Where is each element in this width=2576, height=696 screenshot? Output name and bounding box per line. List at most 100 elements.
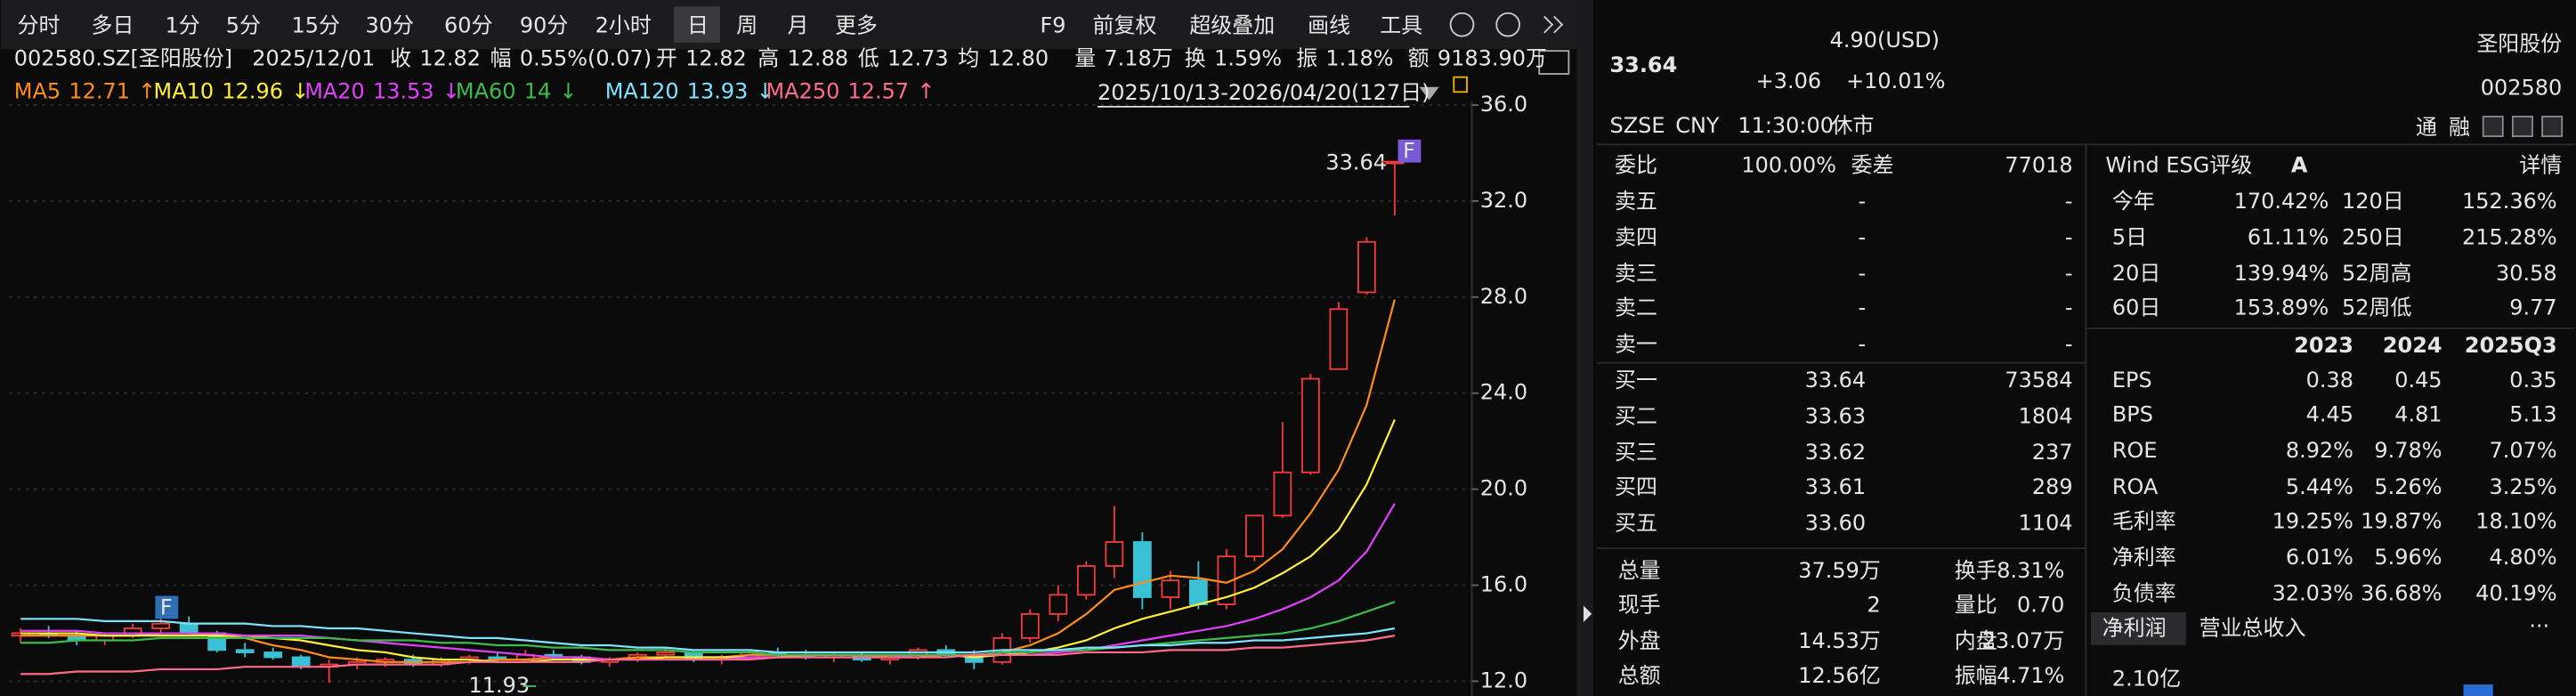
ob-level: 买二 [1615,403,1657,428]
candle-body [1105,541,1124,567]
detail-link[interactable]: 详情 [2519,152,2562,177]
stat-label: 振幅 [1955,663,1997,688]
period-button[interactable]: 15分 [291,13,339,38]
fin-value: 32.03% [2272,581,2353,606]
tool-button[interactable]: 超级叠加 [1189,13,1275,38]
mini-bar [2463,684,2493,696]
expand-icon[interactable] [1543,15,1564,34]
stat-label: 总量 [1618,558,1661,583]
ob-price: - [1859,224,1867,249]
fin-value: 5.13 [2509,402,2556,427]
period-button[interactable]: 5分 [226,13,261,38]
ma-legend-part: MA5 [14,78,61,103]
period-button[interactable]: 多日 [91,13,134,38]
fin-value: 6.01% [2286,545,2353,570]
esg-rating: A [2291,152,2308,177]
fin-value: 19.25% [2272,509,2353,534]
ma-legend-part: 14 [524,78,552,103]
fin-value: 0.45 [2394,368,2442,393]
fin-label: BPS [2112,402,2153,427]
stat-value: 8.31% [1997,558,2064,583]
period-button[interactable]: 60分 [444,13,492,38]
ob-price: 33.64 [1805,368,1867,393]
stat-label: 现手 [1618,593,1661,618]
active-period-bg [674,6,720,43]
quote-icon[interactable] [2511,116,2533,138]
tool-button[interactable]: F9 [1041,13,1066,38]
period-button[interactable]: 90分 [520,13,568,38]
period-button[interactable]: 周 [736,13,757,38]
ob-volume: 1104 [2019,510,2073,535]
candle-body [1161,579,1180,598]
help-icon[interactable] [1495,12,1520,37]
period-button[interactable]: 更多 [835,13,878,38]
fin-header: 2023 [2294,333,2353,358]
period-button[interactable]: 分时 [17,13,60,38]
return-value: 152.36% [2462,189,2557,214]
ob-volume: 1804 [2019,403,2073,428]
ob-price: - [1859,331,1867,356]
tool-button[interactable]: 画线 [1308,13,1350,38]
stat-label: 总额 [1618,663,1661,688]
period-button[interactable]: 月 [787,13,808,38]
ob-price: - [1859,189,1867,214]
field-value: 12.88 [787,45,848,70]
field-label: 量 [1074,45,1096,70]
stat-label: 换手 [1955,558,1997,583]
ob-volume: 237 [2032,440,2073,465]
field-value: 12.82 [685,45,747,70]
f-marker[interactable]: F [160,595,173,619]
ma-legend: MA60 14 ↓ [456,78,578,103]
return-label: 120日 [2342,189,2404,214]
ma-legend: MA10 12.96 ↓ [154,78,310,103]
ob-level: 卖四 [1615,224,1657,249]
y-tick-label: 20.0 [1480,476,1527,501]
wp-icon[interactable] [1538,50,1570,75]
candle-body [684,651,703,661]
ob-price: 33.62 [1805,440,1867,465]
ob-price: 33.61 [1805,474,1867,499]
y-tick-label: 12.0 [1480,668,1527,692]
f-marker[interactable]: F [1403,139,1415,164]
candle-body [263,651,283,659]
period-button[interactable]: 2小时 [595,13,652,38]
period-button[interactable]: 1分 [165,13,199,38]
lock-icon[interactable] [1453,76,1468,93]
ob-value: 77018 [2005,152,2072,177]
tab[interactable]: 净利润 [2102,615,2167,640]
field-label: 振 [1296,45,1317,70]
price: 33.64 [1609,53,1677,77]
ma-legend-part: MA60 [456,78,516,103]
settings-icon[interactable] [1449,12,1475,37]
tab[interactable]: 营业总收入 [2199,615,2306,640]
date-range[interactable]: 2025/10/13-2026/04/20(127日) [1098,80,1430,105]
f-marker-bg [155,595,179,619]
quote-icon[interactable] [2541,116,2564,138]
ma-legend-part: ↓ [291,78,309,103]
stat-value: 14.53万 [1798,628,1881,653]
fin-label: 净利率 [2112,545,2176,570]
more-button[interactable]: ··· [2529,614,2549,639]
range-dropdown[interactable] [1419,86,1439,101]
period-button[interactable]: 30分 [365,13,413,38]
return-label: 60日 [2112,295,2160,320]
ob-volume: - [2065,261,2073,286]
ma-legend-part: ↑ [138,78,156,103]
collapse-arrow[interactable] [1583,605,1592,623]
stat-value: 2 [1867,593,1881,618]
esg-title: Wind ESG评级 [2105,152,2252,177]
quote-icon[interactable] [2482,116,2504,138]
ma-line [20,635,1396,676]
period-button[interactable]: 日 [687,13,709,38]
tool-button[interactable]: 工具 [1380,13,1422,38]
field-label: 高 [757,45,779,70]
fin-header: 2024 [2383,333,2442,358]
tool-button[interactable]: 前复权 [1093,13,1157,38]
field-label: 额 [1408,45,1430,70]
field-value: 12.82 [419,45,481,70]
stat-value: 12.56亿 [1798,663,1881,688]
candle-body [291,656,311,668]
field-value: 12.73 [887,45,949,70]
ma-legend-part: 12.57 [848,78,910,103]
